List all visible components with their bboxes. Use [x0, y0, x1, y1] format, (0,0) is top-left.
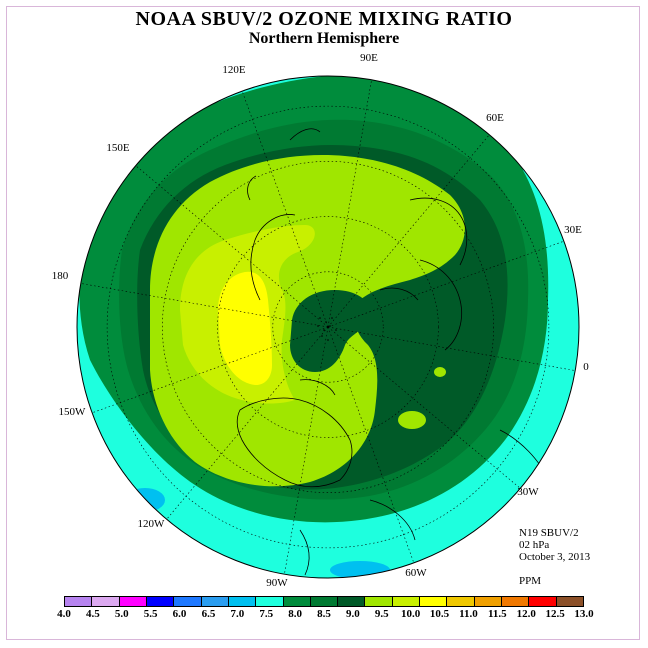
colorbar-tick-label: 8.0	[288, 608, 302, 620]
lon-label-90e: 90E	[360, 52, 378, 64]
meridian-line	[166, 326, 329, 520]
meridian-line	[327, 326, 521, 489]
colorbar-tick-label: 5.0	[114, 608, 129, 620]
colorbar-segment	[474, 597, 502, 606]
colorbar-tick-label: 7.5	[259, 608, 274, 620]
colorbar	[64, 596, 584, 607]
map-subtitle: Northern Hemisphere	[248, 30, 400, 47]
contour-9-5-patch	[398, 411, 426, 429]
colorbar-segment	[228, 597, 257, 606]
colorbar-segment	[256, 597, 284, 606]
colorbar-ticks: 4.0 4.5 5.0 5.5 6.0 6.5 7.0 7.5 8.0 8.5 9.0 9.5 10.0…	[57, 608, 594, 622]
colorbar-tick-label: 10.5	[429, 608, 450, 620]
colorbar-segment	[420, 597, 448, 606]
colorbar-segment	[529, 597, 557, 606]
contour-10-5	[218, 271, 272, 386]
colorbar-segment	[146, 597, 175, 606]
colorbar-tick-label: 8.5	[317, 608, 331, 620]
meridian-line	[92, 326, 329, 414]
lon-label-60e: 60E	[486, 112, 504, 124]
lon-label-120w: 120W	[138, 518, 166, 530]
colorbar-tick-label: 12.0	[516, 608, 536, 620]
meridian-line	[135, 165, 329, 328]
colorbar-tick-label: 7.0	[230, 608, 245, 620]
date-text: October 3, 2013	[519, 551, 591, 563]
colorbar-segment	[392, 597, 421, 606]
colorbar-tick-label: 9.0	[346, 608, 360, 620]
meridian-line	[327, 326, 415, 563]
lon-label-60w: 60W	[405, 567, 427, 579]
lon-label-90w: 90W	[266, 577, 288, 589]
units-text: PPM	[519, 575, 542, 587]
map-title: NOAA SBUV/2 OZONE MIXING RATIO	[135, 8, 513, 30]
meridian-line	[327, 79, 372, 328]
map-boundary	[76, 75, 580, 579]
colorbar-tick-label: 12.5	[545, 608, 565, 620]
lon-label-30e: 30E	[564, 224, 582, 236]
level-text: 02 hPa	[519, 539, 550, 551]
colorbar-tick-label: 11.5	[488, 608, 507, 620]
colorbar-segment	[556, 597, 583, 606]
colorbar-tick-label: 10.0	[401, 608, 421, 620]
contour-9-0-core	[290, 290, 371, 372]
latitude-circle	[217, 216, 439, 438]
colorbar-segment	[65, 597, 93, 606]
colorbar-tick-label: 9.5	[374, 608, 389, 620]
colorbar-segment	[447, 597, 475, 606]
colorbar-tick-label: 5.5	[143, 608, 158, 620]
colorbar-segment	[502, 597, 530, 606]
figure-frame	[6, 6, 640, 640]
contour-7-0-blob	[125, 488, 165, 512]
meridian-line	[327, 134, 490, 328]
lon-label-150w: 150W	[59, 406, 87, 418]
latitude-circle	[106, 105, 550, 549]
colorbar-tick-label: 6.0	[172, 608, 187, 620]
lon-label-180: 180	[52, 270, 69, 282]
coastlines	[236, 128, 549, 576]
colorbar-segment	[310, 597, 339, 606]
contour-9-5-patch	[434, 367, 446, 377]
ozone-field	[77, 76, 579, 578]
colorbar-segment	[283, 597, 311, 606]
meridian-line	[284, 326, 329, 575]
colorbar-segment	[201, 597, 229, 606]
colorbar-segment	[174, 597, 202, 606]
colorbar-segment	[338, 597, 366, 606]
colorbar-tick-label: 13.0	[574, 608, 594, 620]
meridian-line	[327, 240, 564, 328]
latitude-circle	[162, 161, 494, 493]
meridian-line	[327, 326, 576, 371]
info-block: N19 SBUV/2 02 hPa October 3, 2013	[519, 527, 590, 563]
colorbar-segment	[92, 597, 120, 606]
lon-label-150e: 150E	[106, 142, 130, 154]
colorbar-segment	[365, 597, 393, 606]
colorbar-tick-label: 4.0	[57, 608, 71, 620]
colorbar-segment	[119, 597, 147, 606]
graticule	[80, 79, 576, 575]
instrument-text: N19 SBUV/2	[519, 527, 579, 539]
lon-label-30w: 30W	[517, 486, 539, 498]
meridian-line	[241, 91, 329, 328]
colorbar-tick-label: 4.5	[86, 608, 100, 620]
colorbar-tick-label: 11.0	[459, 608, 478, 620]
latitude-circle	[272, 271, 384, 383]
lon-label-0: 0	[583, 361, 589, 373]
colorbar-tick-label: 6.5	[201, 608, 216, 620]
meridian-line	[80, 283, 329, 328]
lon-label-120e: 120E	[222, 64, 246, 76]
